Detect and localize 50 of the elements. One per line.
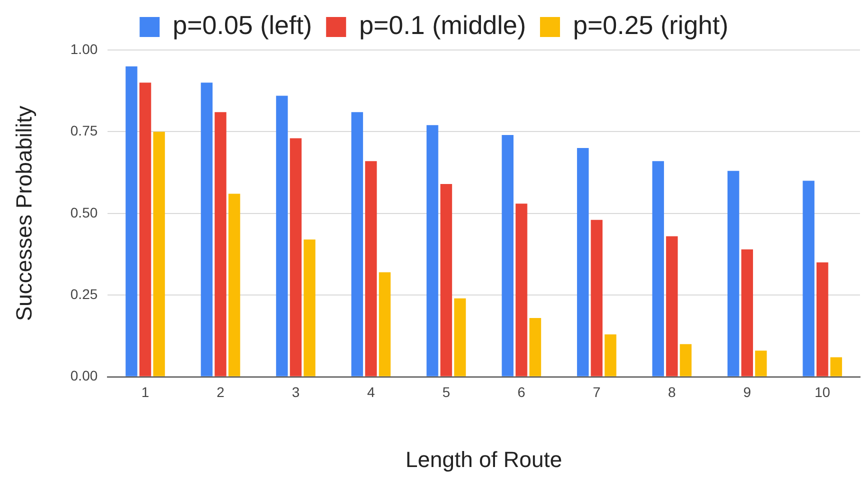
y-tick-label: 0.25 [70,286,98,302]
bar [426,125,438,376]
bar [214,112,226,376]
bar [590,220,603,376]
bar [290,138,302,376]
bar [516,204,528,376]
bar [741,249,754,376]
x-tick-label: 2 [216,384,225,400]
y-tick-label: 0.75 [70,122,98,139]
bar [502,134,514,376]
bar [666,236,678,376]
x-tick-label: 1 [141,384,150,400]
x-tick-label: 8 [668,384,676,400]
x-tick-label: 5 [442,384,450,400]
bar [126,66,138,376]
y-tick-label: 1.00 [70,40,98,57]
x-tick-label: 9 [743,384,752,400]
bar [454,298,466,376]
bar [440,184,452,376]
x-tick-label: 7 [592,384,601,400]
bar [276,96,288,376]
legend-label: p=0.25 (right) [573,10,728,40]
bar [652,161,664,376]
bar [378,272,391,376]
bar [351,112,364,376]
x-axis-title: Length of Route [406,446,562,472]
x-tick-label: 10 [814,384,830,400]
y-tick-label: 0.00 [70,368,98,384]
bar [304,240,316,376]
x-tick-label: 4 [367,384,376,400]
bar [577,148,589,376]
bar [680,344,692,376]
bar [153,132,165,376]
bar [139,82,152,376]
bar [727,170,740,376]
bar [365,161,377,376]
bar [830,357,842,376]
bar [228,194,240,376]
bar [200,82,213,376]
bar [755,350,767,376]
bar [816,262,828,376]
y-axis-title: Successes Probability [11,106,36,322]
bar [604,334,616,376]
legend-label: p=0.1 (middle) [359,10,526,40]
x-tick-label: 6 [518,384,526,400]
x-tick-label: 3 [292,384,300,400]
y-tick-label: 0.50 [70,204,98,220]
legend-label: p=0.05 (left) [172,10,312,40]
bar [802,180,814,376]
bar [529,318,542,376]
